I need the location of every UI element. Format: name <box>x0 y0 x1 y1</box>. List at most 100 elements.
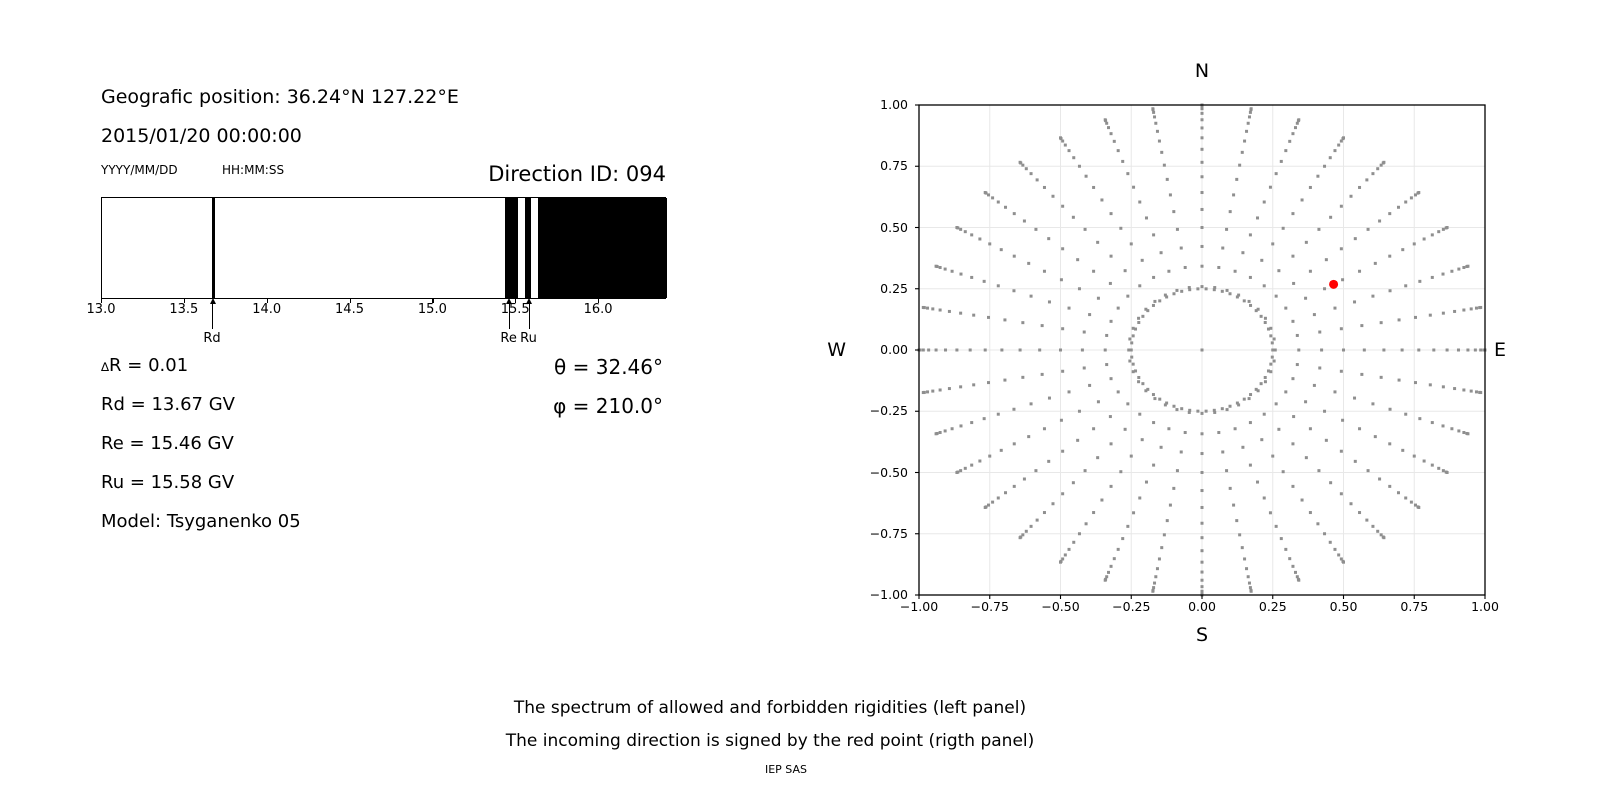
scatter-dot <box>921 305 925 309</box>
scatter-dot <box>1291 484 1295 488</box>
scatter-dot <box>1462 388 1466 392</box>
scatter-dot <box>1284 306 1288 310</box>
scatter-dot <box>1329 481 1333 485</box>
scatter-dot <box>931 389 935 393</box>
scatter-dot <box>1109 377 1113 381</box>
scatter-dot <box>1200 126 1204 130</box>
scatter-dot <box>1096 456 1100 460</box>
scatter-dot <box>1063 553 1067 557</box>
scatter-dot <box>1382 348 1386 352</box>
model-value: Model: Tsyganenko 05 <box>101 511 301 532</box>
scatter-dot <box>1432 348 1436 352</box>
scatter-dot <box>1119 226 1123 230</box>
caption-line1: The spectrum of allowed and forbidden ri… <box>513 698 1027 718</box>
scatter-dot <box>1061 492 1065 496</box>
scatter-dot <box>1248 586 1252 590</box>
scatter-dot <box>1235 519 1239 523</box>
ring-dot <box>1129 348 1133 352</box>
scatter-dot <box>1341 278 1345 282</box>
scatter-dot <box>1225 288 1229 292</box>
scatter-dot <box>959 272 963 276</box>
scatter-dot <box>1328 156 1332 160</box>
scatter-dot <box>1317 227 1321 231</box>
scatter-dot <box>1295 363 1299 367</box>
scatter-dot <box>1260 438 1264 442</box>
scatter-dot <box>1418 417 1422 421</box>
scatter-dot <box>1366 469 1370 473</box>
scatter-dot <box>1200 536 1204 540</box>
scatter-dot <box>1291 442 1295 446</box>
scatter-dot <box>982 417 986 421</box>
scatter-dot <box>1304 456 1308 460</box>
scatter-dot <box>996 412 1000 416</box>
scatter-dot <box>1200 489 1204 493</box>
scatter-dot <box>1132 185 1136 189</box>
scatter-dot <box>1127 348 1131 352</box>
scatter-dot <box>1123 427 1127 431</box>
scatter-dot <box>1126 294 1130 298</box>
scatter-dot <box>1128 337 1132 341</box>
scatter-dot <box>1445 226 1449 229</box>
scatter-dot <box>1388 484 1392 488</box>
ring-dot <box>1266 327 1270 331</box>
scatter-dot <box>1324 438 1328 442</box>
scatter-dot <box>1358 511 1362 515</box>
y-tick-label: 0.25 <box>880 280 908 296</box>
scatter-dot <box>1163 403 1167 407</box>
x-tick-label: −1.00 <box>899 599 939 614</box>
scatter-dot <box>1263 316 1267 320</box>
scatter-dot <box>1456 348 1460 352</box>
scatter-dot <box>955 348 959 352</box>
scatter-dot <box>1144 389 1148 393</box>
scatter-dot <box>1059 278 1063 282</box>
scatter-dot <box>1126 172 1130 176</box>
ring-dot <box>1180 289 1184 293</box>
scatter-dot <box>1358 269 1362 273</box>
scatter-dot <box>1248 463 1252 467</box>
scatter-dot <box>1200 471 1204 474</box>
scatter-dot <box>1353 396 1357 400</box>
ring-dot <box>1220 407 1224 411</box>
scatter-dot <box>1042 185 1046 189</box>
scatter-dot <box>1281 470 1285 474</box>
scatter-dot <box>1092 269 1096 273</box>
scatter-dot <box>1271 242 1275 246</box>
ring-dot <box>1228 404 1232 408</box>
scatter-dot <box>1232 193 1236 197</box>
center-dot <box>1200 348 1204 352</box>
scatter-dot <box>1339 557 1343 561</box>
scatter-dot <box>950 427 954 431</box>
compass-label-e: E <box>1494 339 1507 361</box>
scatter-dot <box>1042 269 1046 273</box>
scatter-dot <box>1445 471 1449 474</box>
scatter-dot <box>1297 348 1301 352</box>
scatter-dot <box>1457 429 1461 433</box>
ring-dot <box>1134 327 1138 331</box>
scatter-dot <box>1200 452 1204 456</box>
scatter-dot <box>1409 500 1413 504</box>
rigidity-spectrum-panel <box>101 197 667 299</box>
scatter-dot <box>1200 160 1204 164</box>
scatter-dot <box>983 348 987 352</box>
scatter-dot <box>1105 121 1109 125</box>
scatter-dot <box>1121 537 1125 541</box>
y-tick-label: −0.50 <box>869 464 908 480</box>
scatter-dot <box>1281 226 1285 230</box>
y-tick-label: 0.00 <box>880 342 908 357</box>
scatter-dot <box>1333 306 1337 310</box>
scatter-dot <box>1339 139 1343 143</box>
forbidden-region <box>524 198 532 298</box>
scatter-dot <box>1129 454 1133 458</box>
scatter-dot <box>1200 175 1204 179</box>
scatter-dot <box>1323 532 1327 536</box>
scatter-dot <box>1240 150 1244 154</box>
forbidden-region <box>537 198 667 298</box>
scatter-dot <box>1168 503 1172 507</box>
scatter-dot <box>1404 284 1408 288</box>
scatter-dot <box>1237 403 1241 407</box>
scatter-dot <box>1262 412 1266 416</box>
scatter-dot <box>1232 503 1236 507</box>
scatter-dot <box>1376 167 1380 171</box>
x-tick-label: 0.75 <box>1400 599 1429 614</box>
scatter-dot <box>1121 159 1125 163</box>
